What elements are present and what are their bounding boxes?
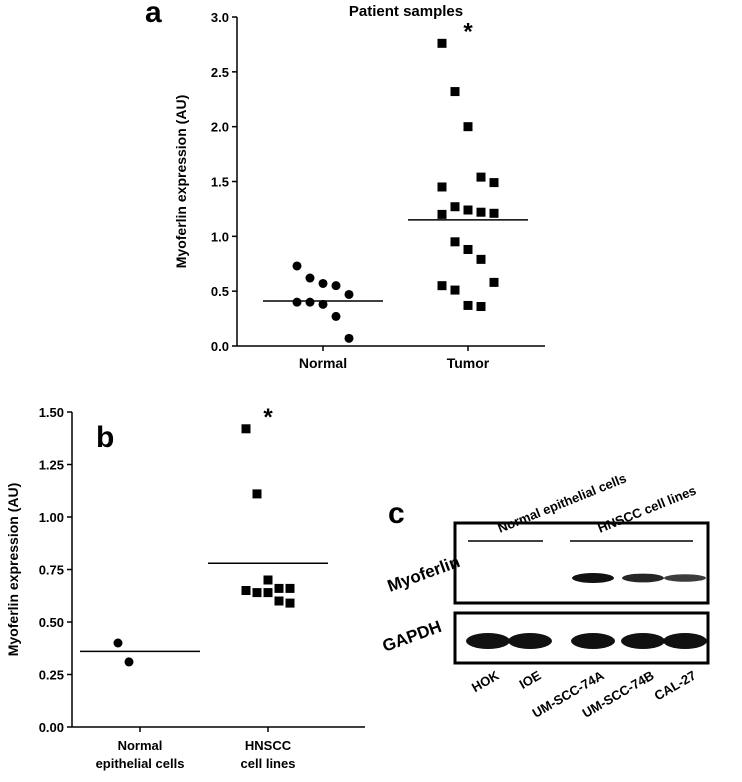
data-point: [450, 87, 460, 97]
annotation: *: [263, 404, 273, 431]
data-point: [305, 297, 315, 307]
data-point: [437, 38, 447, 48]
y-tick-label: 1.5: [211, 175, 229, 190]
y-axis-label: Myoferlin expression (AU): [5, 483, 21, 656]
data-point: [292, 297, 302, 307]
band: [664, 574, 706, 582]
band: [572, 573, 614, 583]
x-tick-label: Tumor: [447, 355, 490, 371]
y-tick-label: 0.50: [39, 615, 64, 630]
data-point: [305, 273, 315, 283]
data-point: [463, 205, 473, 215]
band: [621, 633, 665, 649]
panel-label: b: [96, 421, 114, 454]
panel-label: a: [145, 0, 162, 29]
data-point: [241, 424, 251, 434]
chart-title: Patient samples: [349, 3, 463, 20]
y-tick-label: 0.00: [39, 720, 64, 735]
x-tick-label: Normal: [299, 355, 347, 371]
x-tick-label: Normal: [118, 738, 163, 753]
data-point: [263, 588, 273, 598]
lane-label: HOK: [469, 667, 502, 695]
panel-label: c: [388, 497, 405, 530]
data-point: [263, 575, 273, 585]
data-point: [292, 261, 302, 271]
data-point: [476, 172, 486, 182]
data-point: [344, 333, 354, 343]
data-point: [331, 281, 341, 291]
y-tick-label: 0.5: [211, 284, 229, 299]
data-point: [489, 208, 499, 218]
data-point: [476, 207, 486, 217]
lane-label: CAL-27: [652, 668, 699, 704]
y-tick-label: 0.25: [39, 668, 64, 683]
row-label: GAPDH: [380, 617, 444, 656]
data-point: [463, 122, 473, 132]
band: [663, 633, 707, 649]
data-point: [437, 209, 447, 219]
data-point: [450, 202, 460, 212]
y-tick-label: 1.00: [39, 510, 64, 525]
data-point: [285, 583, 295, 593]
y-tick-label: 1.0: [211, 229, 229, 244]
x-tick-label: epithelial cells: [96, 756, 185, 771]
y-axis-label: Myoferlin expression (AU): [173, 95, 189, 268]
data-point: [463, 300, 473, 310]
data-point: [318, 278, 328, 288]
data-point: [437, 281, 447, 291]
y-tick-label: 0.75: [39, 563, 64, 578]
data-point: [489, 277, 499, 287]
data-point: [463, 244, 473, 254]
band: [622, 573, 664, 583]
data-point: [450, 237, 460, 247]
y-tick-label: 3.0: [211, 10, 229, 25]
data-point: [450, 285, 460, 295]
data-point: [476, 302, 486, 312]
y-tick-label: 2.0: [211, 120, 229, 135]
data-point: [331, 311, 341, 321]
y-tick-label: 1.50: [39, 405, 64, 420]
data-point: [252, 489, 262, 499]
blot-box: [453, 521, 710, 605]
x-tick-label: HNSCC: [245, 738, 292, 753]
data-point: [274, 596, 284, 606]
y-tick-label: 2.5: [211, 65, 229, 80]
annotation: *: [463, 18, 473, 45]
data-point: [252, 588, 262, 598]
x-tick-label: cell lines: [241, 756, 296, 771]
data-point: [241, 586, 251, 595]
band: [571, 633, 615, 649]
band: [508, 633, 552, 649]
y-tick-label: 1.25: [39, 458, 64, 473]
data-point: [344, 289, 354, 299]
data-point: [489, 178, 499, 188]
lane-label: IOE: [517, 667, 544, 691]
band: [466, 633, 510, 649]
row-label: Myoferlin: [385, 552, 463, 596]
data-point: [285, 598, 295, 608]
data-point: [437, 182, 447, 192]
data-point: [113, 638, 123, 648]
data-point: [124, 657, 134, 667]
y-tick-label: 0.0: [211, 339, 229, 354]
data-point: [318, 299, 328, 309]
data-point: [274, 583, 284, 593]
data-point: [476, 254, 486, 264]
